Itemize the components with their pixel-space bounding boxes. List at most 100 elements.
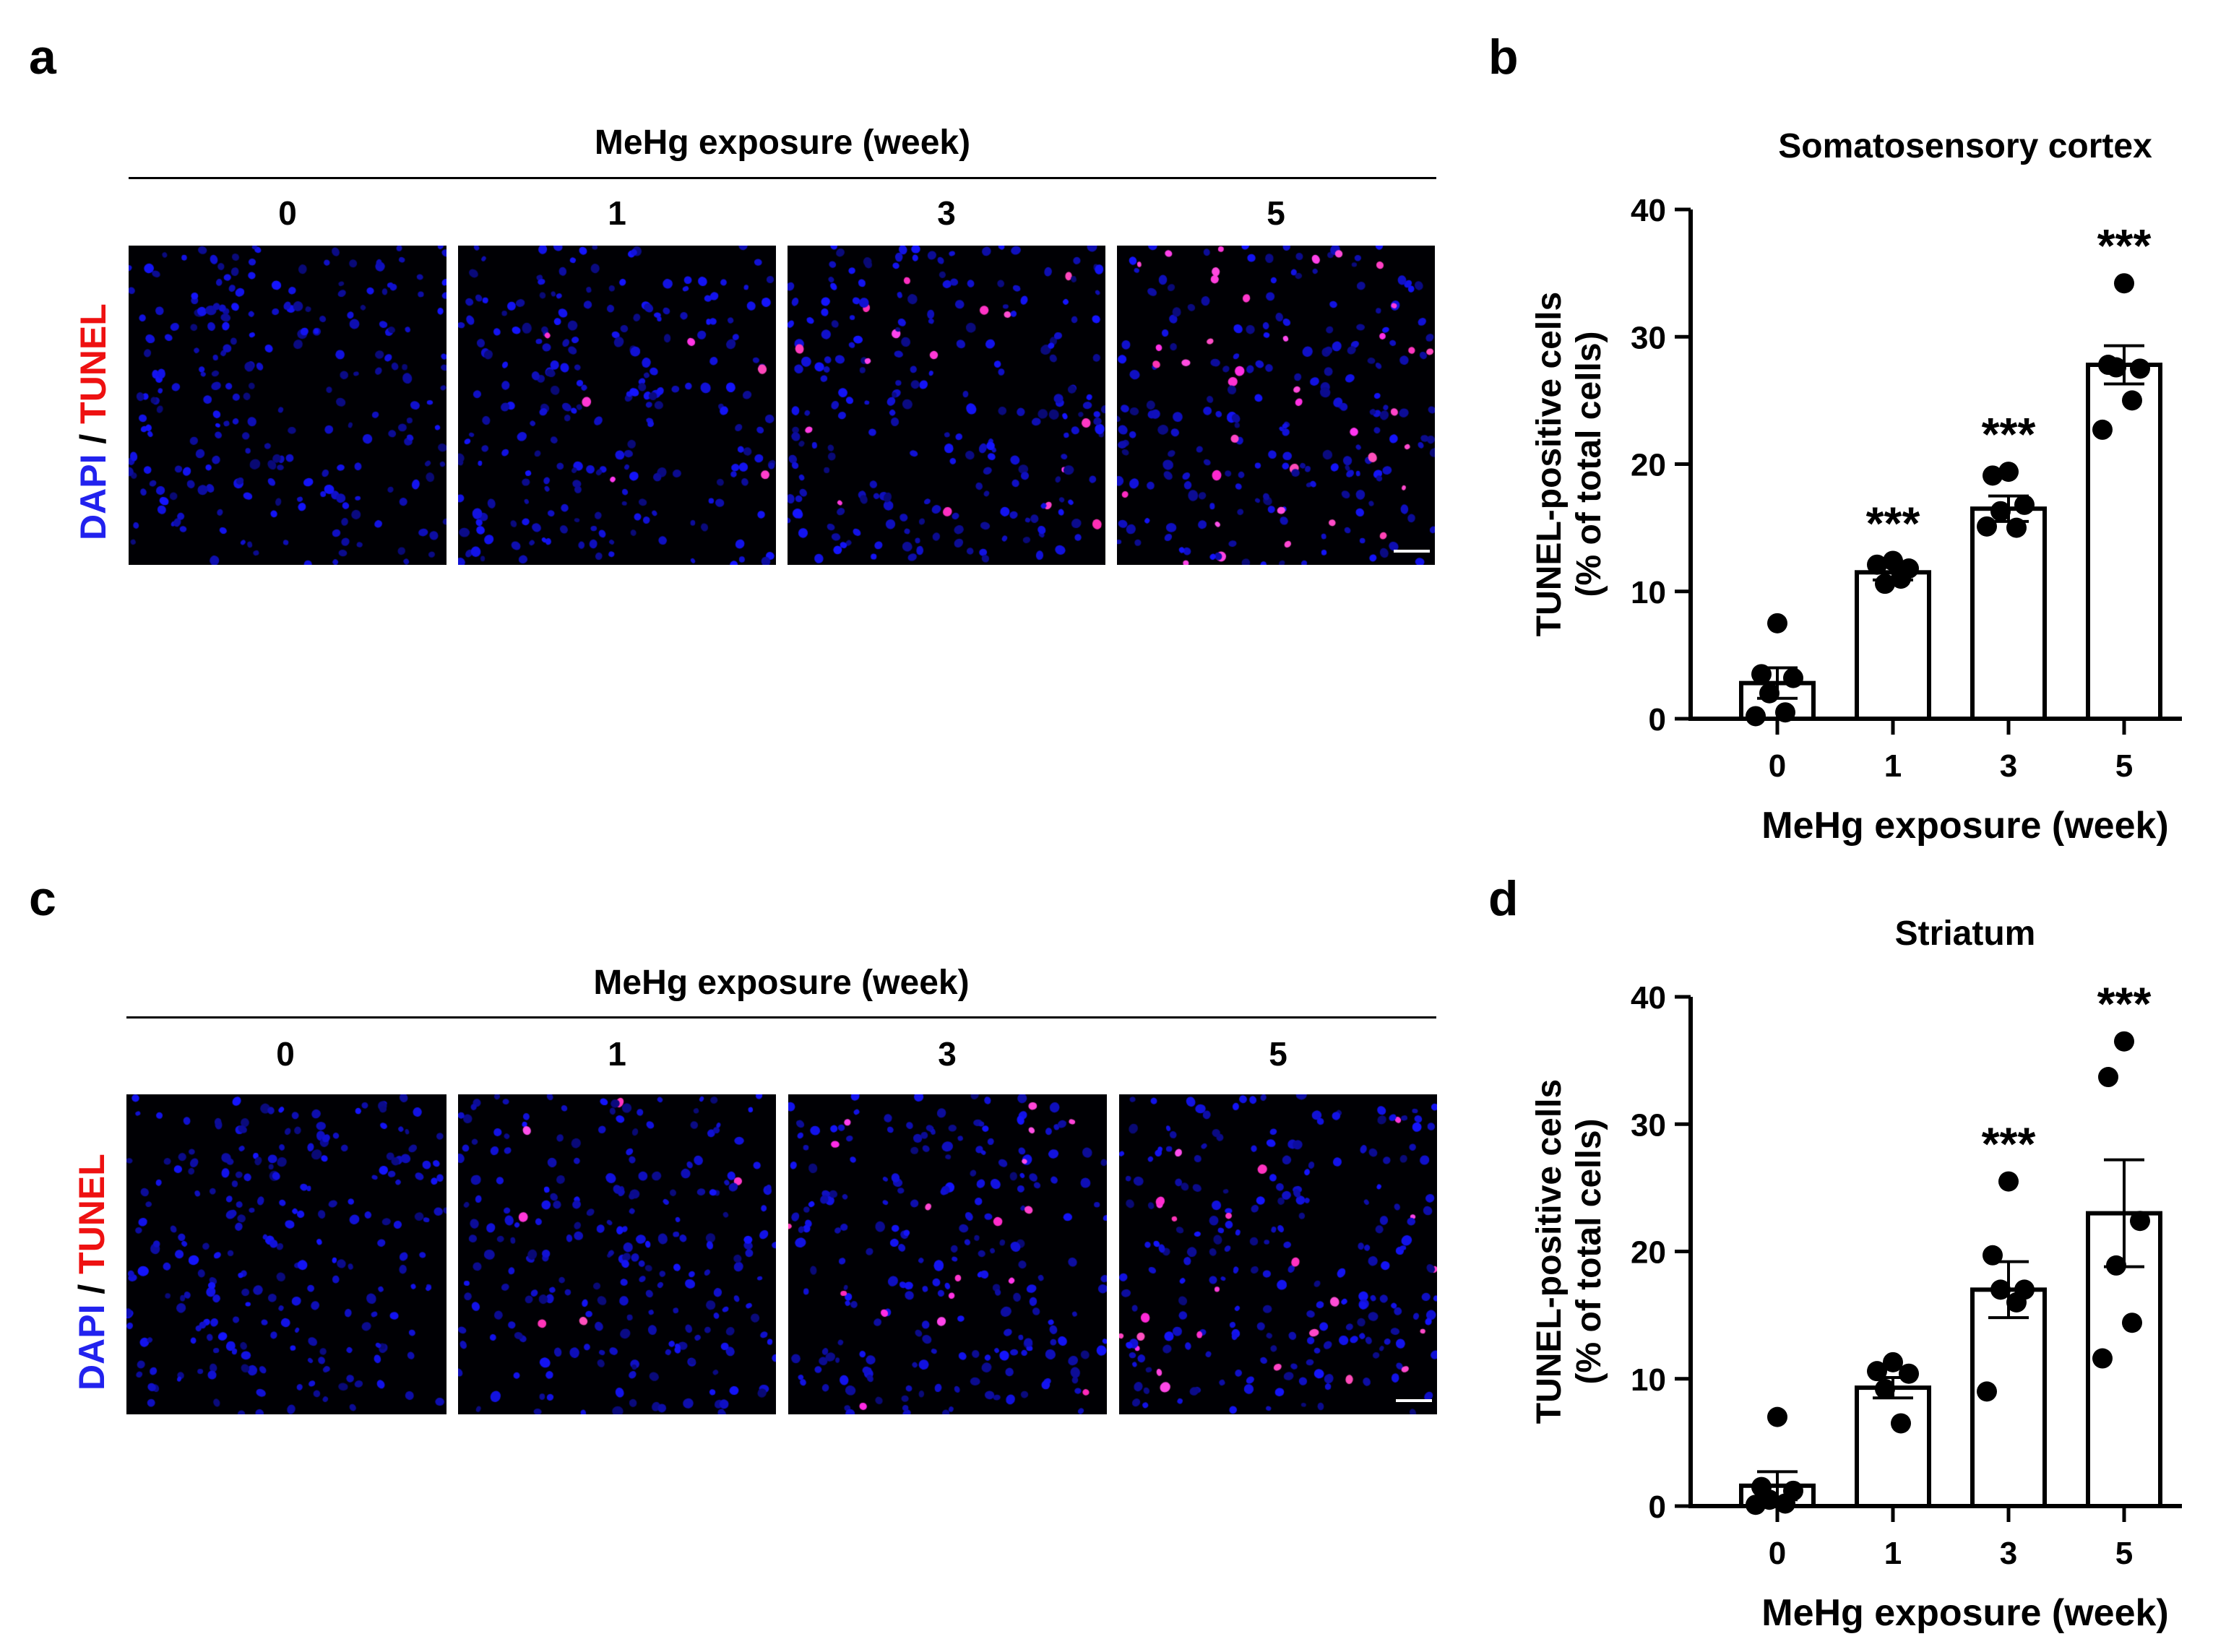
y-axis-label: TUNEL-positive cells <box>1530 292 1569 636</box>
data-point <box>1875 1378 1895 1399</box>
panel-label-b: b <box>1488 30 1519 85</box>
data-point <box>1998 1171 2019 1192</box>
data-point <box>2122 390 2142 411</box>
data-point <box>1783 667 1803 688</box>
data-point <box>2114 1031 2134 1052</box>
x-axis-label: MeHg exposure (week) <box>1761 805 2169 847</box>
data-point <box>1746 1495 1766 1515</box>
data-point <box>1891 1413 1911 1434</box>
y-tick-label: 0 <box>1649 702 1666 738</box>
micro-bottom-week-5: 5 <box>1269 1035 1287 1073</box>
micro-top-week-1: 1 <box>608 194 626 232</box>
panel-label-d: d <box>1488 871 1519 926</box>
stain-tunel-label: TUNEL <box>73 303 113 424</box>
data-point <box>1767 613 1787 633</box>
x-tick-label: 5 <box>2115 1536 2133 1571</box>
data-point <box>1775 702 1795 723</box>
data-point <box>1977 1381 1997 1402</box>
data-point <box>2130 1211 2150 1232</box>
data-point <box>2006 517 2027 538</box>
bar <box>1970 506 2047 721</box>
significance-marker: *** <box>1866 497 1920 549</box>
data-point <box>1875 574 1895 594</box>
micro-bottom-title: MeHg exposure (week) <box>593 964 970 1002</box>
data-point <box>1883 1352 1903 1372</box>
micro-bottom-image-week-0 <box>126 1094 446 1414</box>
data-point <box>1899 1363 1919 1384</box>
y-tick-label: 40 <box>1631 193 1666 228</box>
data-point <box>1767 1406 1787 1427</box>
data-point <box>2092 1348 2113 1369</box>
data-point <box>2092 419 2113 440</box>
stain-dapi-label: DAPI <box>72 1304 112 1391</box>
micro-top-image-week-5 <box>1117 246 1435 565</box>
data-point <box>1751 664 1772 685</box>
micro-bottom-stain-label: DAPI / TUNEL <box>71 1154 113 1391</box>
micro-top-image-week-3 <box>788 246 1105 565</box>
data-point <box>1983 465 2003 486</box>
micro-bottom-week-3: 3 <box>938 1035 957 1073</box>
x-tick-label: 3 <box>2000 748 2017 784</box>
y-tick-label: 20 <box>1631 448 1666 483</box>
micro-bottom-image-week-3 <box>788 1094 1107 1414</box>
y-axis-label-units: (% of total cells) <box>1570 1118 1608 1384</box>
scale-bar <box>1394 550 1430 553</box>
x-tick-label: 0 <box>1769 748 1786 784</box>
data-point <box>2122 1312 2142 1333</box>
data-point <box>1891 568 1911 589</box>
y-tick-label: 30 <box>1631 1107 1666 1143</box>
stain-dapi-label: DAPI <box>73 454 113 540</box>
data-point <box>2014 494 2035 515</box>
chart-somatosensory-cortex: Somatosensory cortex010203040TUNEL-posit… <box>1530 127 2182 847</box>
data-point <box>2006 1292 2027 1312</box>
bar <box>1855 1385 1931 1509</box>
panel-label-c: c <box>29 871 56 926</box>
data-point <box>2106 357 2126 378</box>
y-tick-label: 10 <box>1631 1362 1666 1398</box>
micro-bottom-divider <box>126 1016 1436 1019</box>
data-point <box>1983 1245 2003 1266</box>
y-axis-label-units: (% of total cells) <box>1570 331 1608 597</box>
y-tick-label: 40 <box>1631 980 1666 1016</box>
micro-top-image-week-1 <box>458 246 776 565</box>
data-point <box>1867 554 1887 575</box>
y-tick-label: 0 <box>1649 1489 1666 1525</box>
significance-marker: *** <box>1982 1118 2036 1170</box>
bar <box>2086 363 2162 721</box>
stain-separator: / <box>73 423 113 454</box>
data-point <box>2098 1067 2118 1088</box>
significance-marker: *** <box>2097 220 2152 272</box>
stain-tunel-label: TUNEL <box>72 1154 112 1274</box>
micro-top-week-5: 5 <box>1267 194 1285 232</box>
data-point <box>1990 1279 2011 1300</box>
y-tick-label: 30 <box>1631 320 1666 355</box>
micro-top-week-3: 3 <box>937 194 956 232</box>
micro-top-divider <box>129 177 1436 179</box>
micro-bottom-week-1: 1 <box>608 1035 626 1073</box>
x-tick-label: 0 <box>1769 1536 1786 1571</box>
x-tick-label: 1 <box>1884 748 1902 784</box>
micro-top-week-0: 0 <box>278 194 297 232</box>
micro-bottom-image-week-1 <box>458 1094 776 1414</box>
data-point <box>1998 462 2019 483</box>
y-tick-label: 20 <box>1631 1235 1666 1271</box>
micro-top-title: MeHg exposure (week) <box>594 124 971 162</box>
x-tick-label: 5 <box>2115 748 2133 784</box>
micro-bottom-week-0: 0 <box>276 1035 295 1073</box>
micro-top-stain-label: DAPI / TUNEL <box>72 303 114 540</box>
chart-title: Somatosensory cortex <box>1778 127 2152 165</box>
scale-bar <box>1396 1399 1432 1402</box>
panel-label-a: a <box>29 30 56 85</box>
y-tick-label: 10 <box>1631 575 1666 610</box>
x-tick-label: 1 <box>1884 1536 1902 1571</box>
chart-title: Striatum <box>1895 914 2036 953</box>
data-point <box>1746 706 1766 727</box>
significance-marker: *** <box>1982 408 2036 460</box>
significance-marker: *** <box>2097 978 2152 1030</box>
data-point <box>1883 550 1903 571</box>
data-point <box>2130 358 2150 379</box>
data-point <box>1775 1493 1795 1514</box>
data-point <box>1990 501 2011 522</box>
micro-top-image-week-0 <box>129 246 446 565</box>
